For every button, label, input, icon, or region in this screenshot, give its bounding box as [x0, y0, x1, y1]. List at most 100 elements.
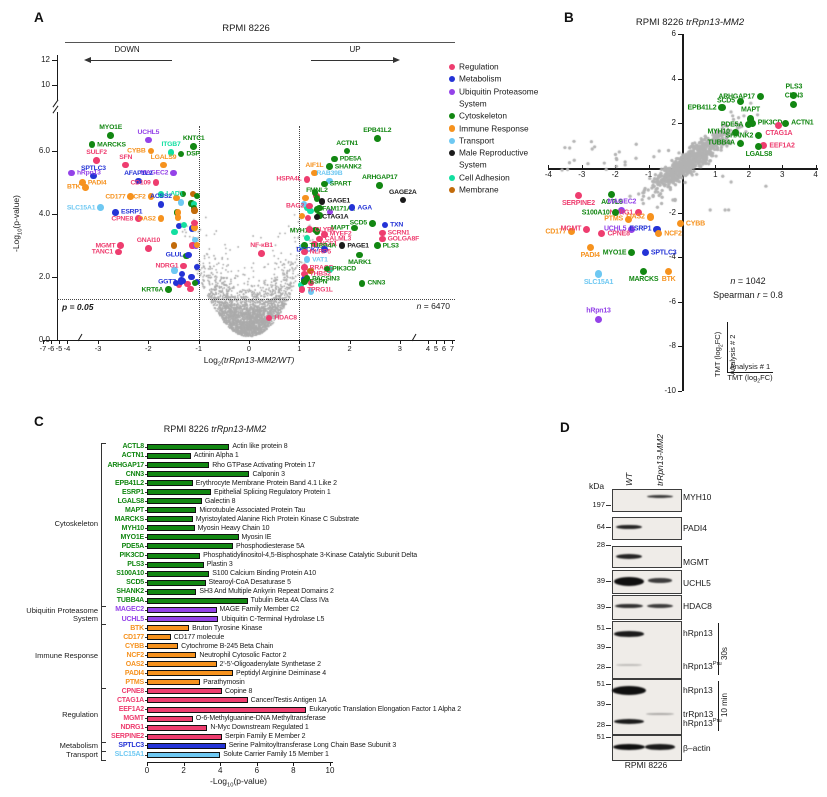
x-tick: 0: [246, 344, 252, 353]
bar-description: Myristoylated Alanine Rich Protein Kinas…: [195, 515, 359, 523]
group-label: Cytoskeleton: [54, 519, 98, 529]
gene-label: ITGB7: [161, 141, 181, 149]
cell-line-label: RPMI 8226: [624, 760, 668, 770]
pvalue-bar: [147, 706, 307, 713]
x-axis-label: -Log10(p-value): [210, 776, 267, 789]
protein-band: [614, 631, 644, 637]
inset-x-axis-label: TMT (log2FC): [727, 373, 773, 385]
gene-label: UCHL5: [603, 225, 627, 233]
protein-band: [645, 744, 675, 750]
bar-description: Tubulin Beta 4A Class IVa: [250, 597, 329, 605]
pvalue-bar: [147, 625, 190, 631]
legend-tra-dot: [448, 137, 456, 144]
gene-label: GNAI10: [136, 237, 161, 245]
gene-point: [326, 163, 333, 171]
unlabeled-point: [307, 288, 314, 295]
gene-label: OAS2: [137, 215, 156, 223]
group-label: System: [72, 614, 98, 623]
marker-tick: [606, 646, 611, 648]
gene-point: [117, 242, 125, 249]
gene-label: NCF2: [128, 193, 146, 201]
gene-label: GLUL: [165, 251, 184, 259]
marker-tick: [606, 527, 611, 529]
unlabeled-point: [180, 221, 188, 229]
bar-gene-label: SHANK2: [116, 588, 144, 596]
bar-gene-label: PLS3: [127, 561, 144, 569]
marker-tick: [606, 736, 611, 738]
line: [67, 341, 68, 344]
kda-label: kDa: [589, 481, 605, 491]
kda-marker: 64: [596, 522, 605, 532]
bar-gene-label: MYH10: [121, 524, 145, 532]
gene-point: [152, 179, 160, 186]
title-rule: [65, 42, 455, 43]
gene-label: CPNE8: [111, 215, 134, 223]
x-tick: 8: [291, 766, 296, 776]
gene-point: [145, 136, 152, 144]
unlabeled-point: [307, 207, 314, 215]
gene-label: CLYBL: [314, 226, 336, 234]
legend-reg-dot: [448, 63, 456, 71]
gene-label: MGMT: [560, 225, 582, 233]
gene-label: PLS3: [382, 241, 399, 249]
gene-point: [373, 242, 381, 249]
bar-gene-label: MARCKS: [114, 515, 144, 523]
bar-description: Solute Carrier Family 15 Member 1: [223, 751, 329, 759]
row-tick: [144, 509, 148, 511]
gene-point: [376, 182, 384, 189]
gene-point: [311, 240, 318, 248]
gene-point: [177, 278, 185, 286]
pvalue-bar: [147, 606, 217, 613]
gene-label: SPTLC3: [650, 249, 677, 257]
panel-c-label: C: [34, 414, 44, 429]
row-tick: [144, 528, 148, 530]
pvalue-bar: [147, 570, 210, 577]
bar-gene-label: S100A10: [116, 570, 144, 578]
unlabeled-point: [172, 279, 180, 287]
row-tick: [144, 582, 148, 584]
gene-label: PADI4: [580, 251, 600, 259]
gene-label: CD177: [105, 193, 126, 201]
gene-point: [343, 147, 351, 155]
x-tick: -7: [39, 344, 47, 353]
protein-band: [616, 524, 642, 530]
bar-description: Actin like protein 8: [232, 443, 288, 451]
legend-item-label: System: [459, 98, 487, 109]
gene-label: LGALS8: [745, 151, 773, 159]
gene-point: [313, 213, 321, 221]
gene-label: GAGE2A: [389, 188, 417, 196]
gene-point: [351, 224, 358, 232]
line: [249, 341, 250, 344]
gene-point: [311, 169, 318, 177]
fc-threshold-line: [198, 126, 200, 340]
gene-label: ACSS2: [150, 193, 172, 201]
unlabeled-point: [170, 242, 178, 249]
gene-point: [301, 248, 308, 256]
kda-marker: 28: [596, 540, 605, 549]
legend-mrs-dot: [448, 150, 456, 157]
row-tick: [144, 500, 148, 502]
blot-protein-label: trRpn13: [683, 708, 714, 719]
gene-point: [611, 209, 619, 217]
gene-label: RRAGD: [309, 263, 334, 271]
gene-label: CD177: [545, 227, 567, 235]
gene-label: UCHL5: [137, 128, 160, 136]
gene-point: [781, 119, 790, 127]
gene-label: SULF2: [86, 149, 107, 157]
exposure-label: 10 min: [720, 692, 729, 717]
gene-label: PIK3CD: [757, 119, 783, 127]
bar-gene-label: MAGEC2: [115, 606, 144, 614]
pvalue-bar: [147, 452, 191, 459]
pvalue-bar: [147, 461, 210, 468]
gene-label: LGALS9: [150, 153, 177, 161]
gene-label: PAGE1: [347, 241, 369, 249]
blot-box: [612, 621, 682, 679]
x-tick: 3: [397, 344, 402, 353]
kda-marker: 28: [596, 719, 605, 729]
gene-label: ESRP1: [121, 208, 143, 216]
exposure-label: 30s: [720, 647, 729, 660]
gene-point: [157, 191, 165, 198]
bar-description: Peptidyl Arginine Deiminase 4: [236, 669, 327, 677]
x-tick: 0: [144, 766, 150, 776]
unlabeled-point: [307, 267, 314, 275]
